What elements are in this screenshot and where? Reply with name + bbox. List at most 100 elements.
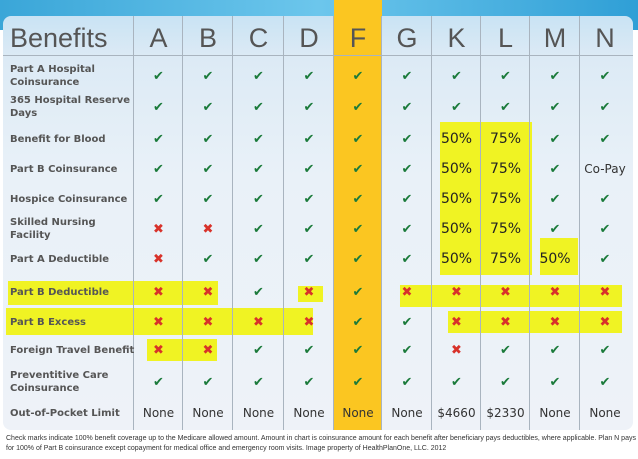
highlight-partb-ded-d: [298, 286, 323, 302]
row-label: Part B Deductible: [10, 286, 109, 298]
check-icon: ✔: [253, 99, 264, 115]
check-icon: ✔: [451, 68, 462, 84]
check-icon: ✔: [549, 99, 561, 115]
check-icon: ✔: [549, 68, 561, 84]
highlight-k-l: [440, 122, 532, 275]
check-icon: ✔: [153, 374, 164, 390]
x-icon: ✖: [202, 284, 214, 300]
check-icon: ✔: [202, 99, 214, 115]
x-icon: ✖: [153, 251, 164, 267]
row-label: 365 Hospital Reserve Days: [10, 95, 131, 119]
row-label: Foreign Travel Benefit: [10, 344, 135, 356]
check-icon: ✔: [303, 161, 315, 177]
check-icon: ✔: [599, 221, 611, 237]
x-icon: ✖: [500, 314, 511, 330]
check-icon: ✔: [599, 191, 611, 207]
cell-value: 75%: [489, 221, 522, 237]
check-icon: ✔: [352, 68, 364, 84]
check-icon: ✔: [303, 68, 315, 84]
x-icon: ✖: [303, 314, 315, 330]
check-icon: ✔: [401, 131, 413, 147]
check-icon: ✔: [549, 221, 561, 237]
cell-value: None: [142, 406, 175, 420]
cell-value: 50%: [440, 161, 473, 177]
row-label: Skilled Nursing Facility: [10, 217, 96, 241]
cell-value: $4660: [437, 406, 476, 420]
check-icon: ✔: [352, 342, 364, 358]
check-icon: ✔: [599, 251, 611, 267]
column-header-k: K: [447, 23, 466, 53]
row-label: Out-of-Pocket Limit: [10, 407, 120, 419]
cell-value: None: [293, 406, 325, 420]
column-divider: [381, 16, 382, 430]
highlight-partb-ded-ab: [8, 281, 218, 305]
x-icon: ✖: [153, 284, 164, 300]
check-icon: ✔: [352, 131, 364, 147]
check-icon: ✔: [401, 221, 413, 237]
check-icon: ✔: [352, 99, 364, 115]
check-icon: ✔: [401, 161, 413, 177]
cell-value: 50%: [440, 221, 473, 237]
check-icon: ✔: [401, 251, 413, 267]
check-icon: ✔: [202, 68, 214, 84]
x-icon: ✖: [599, 284, 611, 300]
x-icon: ✖: [202, 342, 214, 358]
check-icon: ✔: [153, 131, 164, 147]
check-icon: ✔: [599, 68, 611, 84]
header-divider: [3, 55, 633, 56]
check-icon: ✔: [401, 374, 413, 390]
column-header-d: D: [299, 23, 319, 53]
column-divider: [283, 16, 284, 430]
check-icon: ✔: [500, 99, 511, 115]
cell-value: 50%: [539, 251, 571, 267]
check-icon: ✔: [352, 191, 364, 207]
column-divider: [133, 16, 134, 430]
x-icon: ✖: [451, 284, 462, 300]
cell-value: 50%: [440, 191, 473, 207]
check-icon: ✔: [352, 251, 364, 267]
x-icon: ✖: [401, 284, 413, 300]
check-icon: ✔: [549, 131, 561, 147]
cell-value: 75%: [489, 161, 522, 177]
check-icon: ✔: [202, 191, 214, 207]
footnote: Check marks indicate 100% benefit covera…: [6, 435, 636, 452]
cell-value: None: [242, 406, 275, 420]
check-icon: ✔: [202, 251, 214, 267]
check-icon: ✔: [549, 191, 561, 207]
column-divider: [579, 16, 580, 430]
check-icon: ✔: [549, 161, 561, 177]
x-icon: ✖: [153, 342, 164, 358]
check-icon: ✔: [401, 68, 413, 84]
row-label: Hospice Coinsurance: [10, 193, 128, 205]
check-icon: ✔: [352, 374, 364, 390]
check-icon: ✔: [599, 99, 611, 115]
featured-column-f: [334, 0, 382, 430]
column-divider: [529, 16, 530, 430]
check-icon: ✔: [599, 131, 611, 147]
highlight-partb-ded-gn: [400, 285, 622, 307]
check-icon: ✔: [253, 342, 264, 358]
x-icon: ✖: [500, 284, 511, 300]
x-icon: ✖: [549, 314, 561, 330]
cell-value: None: [539, 406, 571, 420]
check-icon: ✔: [253, 374, 264, 390]
x-icon: ✖: [451, 342, 462, 358]
check-icon: ✔: [253, 131, 264, 147]
check-icon: ✔: [451, 99, 462, 115]
row-label: Benefit for Blood: [10, 133, 106, 145]
check-icon: ✔: [352, 161, 364, 177]
check-icon: ✔: [303, 251, 315, 267]
cell-value: 50%: [440, 131, 473, 147]
x-icon: ✖: [451, 314, 462, 330]
column-header-c: C: [248, 23, 269, 53]
row-label: Part B Excess: [10, 316, 87, 328]
check-icon: ✔: [253, 191, 264, 207]
column-divider: [232, 16, 233, 430]
row-label: Preventitive Care Coinsurance: [10, 370, 109, 394]
check-icon: ✔: [549, 342, 561, 358]
column-header-f: F: [349, 23, 367, 53]
column-divider: [480, 16, 481, 430]
check-icon: ✔: [352, 284, 364, 300]
cell-value: None: [342, 406, 374, 420]
check-icon: ✔: [303, 191, 315, 207]
